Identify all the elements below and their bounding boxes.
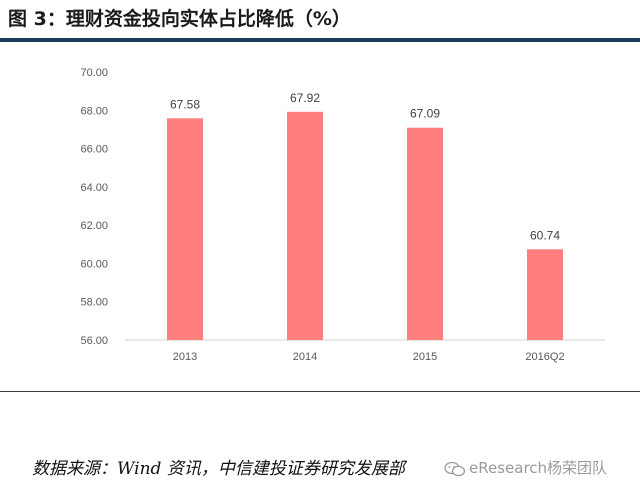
data-label: 67.58	[170, 97, 200, 111]
y-tick-label: 70.00	[80, 67, 108, 79]
data-label: 67.09	[410, 107, 440, 121]
y-tick-label: 58.00	[80, 297, 108, 309]
y-tick-label: 62.00	[80, 220, 108, 232]
x-tick-label: 2016Q2	[525, 351, 564, 363]
figure-number: 图 3：	[8, 8, 66, 30]
figure-title: 图 3：理财资金投向实体占比降低（%）	[8, 4, 351, 34]
bar-2014	[287, 111, 323, 341]
x-tick-label: 2015	[413, 351, 437, 363]
bar-2015	[407, 127, 443, 340]
bar-2016q2	[527, 249, 563, 340]
title-divider	[0, 38, 640, 42]
figure-title-text: 理财资金投向实体占比降低（%）	[65, 8, 351, 30]
data-label: 60.74	[530, 228, 560, 242]
footer-divider	[0, 391, 640, 392]
data-label: 67.92	[290, 91, 320, 105]
y-tick-label: 66.00	[80, 144, 108, 156]
watermark-text: eResearch杨荣团队	[469, 459, 608, 477]
y-tick-label: 56.00	[80, 335, 108, 347]
bar-2013	[167, 118, 203, 340]
bar-chart: 56.00 58.00 60.00 62.00 64.00 66.00 68.00 70.00…	[80, 67, 605, 363]
x-tick-label: 2014	[293, 351, 317, 363]
x-tick-label: 2013	[173, 351, 197, 363]
y-tick-label: 60.00	[80, 258, 108, 270]
y-tick-label: 64.00	[80, 182, 108, 194]
watermark: eResearch杨荣团队	[444, 455, 607, 481]
source-note: 数据来源：Wind 资讯，中信建投证券研究发展部	[32, 459, 405, 479]
y-tick-label: 68.00	[80, 105, 108, 117]
wechat-icon	[444, 461, 466, 476]
